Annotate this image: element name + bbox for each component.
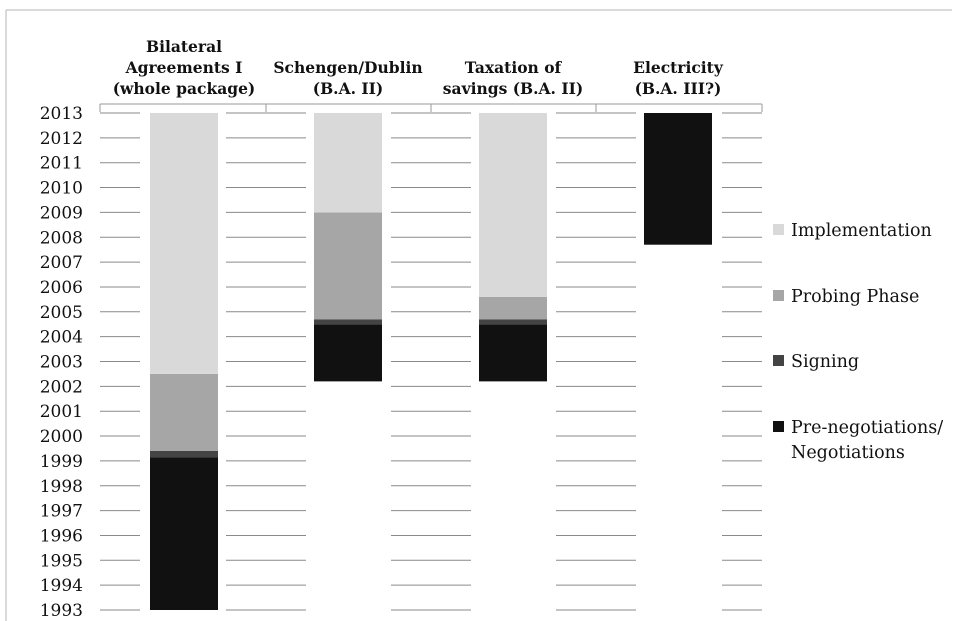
y-tick-label: 1993 [40, 601, 83, 621]
y-tick-label: 2000 [40, 427, 83, 447]
category-label: (B.A. II) [313, 79, 383, 98]
y-axis-tick-labels: 2013 2012 2011 2010 2009 2008 2007 2006 2005 2004… [40, 104, 83, 621]
legend: Implementation Probing Phase Signing Pre-ne… [773, 221, 943, 463]
y-tick-label: 2003 [40, 353, 83, 373]
legend-label: Negotiations [791, 443, 905, 463]
category-label: Schengen/Dublin [273, 58, 422, 77]
y-tick-label: 1996 [40, 526, 83, 546]
legend-swatch [773, 355, 784, 366]
bar-segment [314, 212, 382, 320]
y-tick-label: 2011 [40, 154, 83, 174]
bar-segment [150, 450, 218, 458]
y-tick-label: 2007 [40, 253, 83, 273]
category-label: Taxation of [465, 58, 563, 77]
y-tick-label: 2010 [40, 179, 83, 199]
category-label: Agreements I [125, 58, 243, 77]
y-tick-label: 2006 [40, 278, 83, 298]
bar-segment [150, 373, 218, 451]
category-label: Electricity [633, 58, 724, 77]
y-tick-label: 2012 [40, 129, 83, 149]
bar-segment [150, 113, 218, 374]
legend-label: Signing [791, 352, 859, 372]
bars [150, 113, 712, 610]
y-tick-label: 2004 [40, 328, 83, 348]
y-tick-label: 1998 [40, 477, 83, 497]
bar-segment [479, 113, 547, 297]
category-label: (whole package) [113, 79, 256, 98]
y-tick-label: 2009 [40, 203, 83, 223]
category-label: (B.A. III?) [635, 79, 722, 98]
y-tick-label: 2002 [40, 377, 83, 397]
legend-label: Probing Phase [791, 287, 919, 307]
bar-segment [479, 324, 547, 382]
legend-swatch [773, 290, 784, 301]
bar-segment [479, 319, 547, 325]
legend-label: Implementation [791, 221, 932, 241]
chart-frame [5, 9, 952, 621]
y-tick-label: 2005 [40, 303, 83, 323]
legend-swatch [773, 224, 784, 235]
y-tick-label: 1997 [40, 502, 83, 522]
y-tick-label: 1999 [40, 452, 83, 472]
legend-label: Pre-negotiations/ [791, 418, 943, 438]
y-tick-label: 2008 [40, 228, 83, 248]
y-tick-label: 1995 [40, 551, 83, 571]
tick-dashes [100, 112, 762, 611]
category-label: Bilateral [146, 37, 222, 56]
category-label: savings (B.A. II) [443, 79, 583, 98]
y-tick-label: 2013 [40, 104, 83, 124]
bar-segment [314, 113, 382, 213]
bar-segment [150, 457, 218, 610]
bar-segment [644, 113, 712, 245]
bar-segment [479, 296, 547, 320]
bar-segment [314, 324, 382, 382]
bar-segment [314, 319, 382, 325]
y-tick-label: 1994 [40, 576, 83, 596]
category-labels: Bilateral Agreements I (whole package) Sche… [113, 37, 724, 98]
legend-swatch [773, 421, 784, 432]
y-tick-label: 2001 [40, 402, 83, 422]
